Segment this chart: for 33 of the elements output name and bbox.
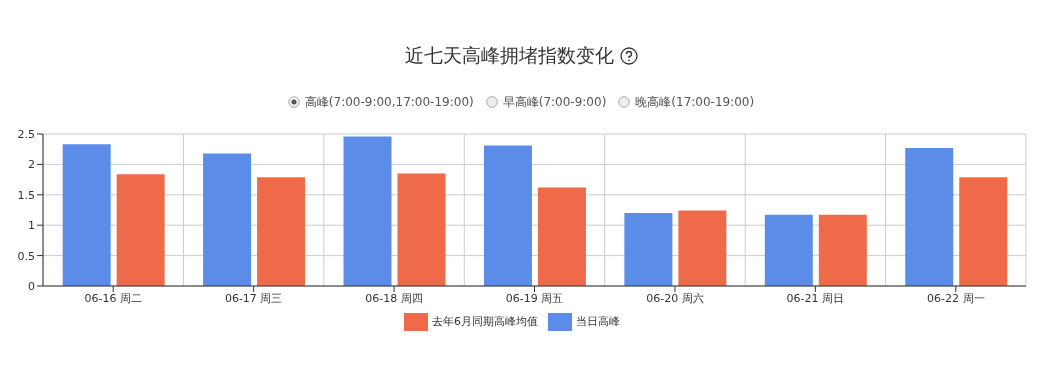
y-tick-label: 1 bbox=[28, 219, 35, 233]
bar bbox=[483, 145, 532, 286]
y-tick-label: 0 bbox=[28, 279, 35, 293]
x-tick-label: 06-21 周日 bbox=[786, 291, 845, 305]
x-tick-label: 06-16 周二 bbox=[84, 291, 142, 305]
x-tick-label: 06-19 周五 bbox=[505, 291, 564, 305]
text: 早高峰(7:00-9:00) bbox=[502, 93, 607, 111]
x-tick-label: 06-18 周四 bbox=[365, 291, 423, 305]
y-tick-label: 1.5 bbox=[17, 188, 35, 202]
bar bbox=[818, 214, 867, 286]
legend-label: 去年6月同期高峰均值 bbox=[432, 315, 538, 328]
bar bbox=[959, 177, 1008, 286]
bar bbox=[203, 153, 252, 286]
y-tick-label: 0.5 bbox=[17, 249, 35, 263]
bar bbox=[905, 147, 954, 286]
chart-title: 近七天高峰拥堵指数变化 bbox=[404, 43, 614, 68]
x-tick-label: 06-20 周六 bbox=[646, 291, 704, 305]
bar bbox=[343, 136, 392, 286]
x-tick-label: 06-22 周一 bbox=[927, 291, 985, 305]
bar bbox=[764, 214, 813, 286]
text: 高峰(7:00-9:00,17:00-19:00) bbox=[304, 93, 474, 111]
legend-label: 当日高峰 bbox=[576, 315, 620, 328]
text: 晚高峰(17:00-19:00) bbox=[635, 93, 755, 111]
bar bbox=[537, 187, 586, 286]
y-tick-label: 2.5 bbox=[17, 127, 35, 141]
y-tick-label: 2 bbox=[28, 158, 35, 172]
x-tick-label: 06-17 周三 bbox=[224, 291, 283, 305]
bar bbox=[62, 144, 111, 286]
bar bbox=[116, 174, 165, 286]
bar bbox=[397, 173, 446, 286]
bar bbox=[678, 210, 727, 286]
bar bbox=[257, 177, 306, 286]
bar bbox=[624, 213, 673, 286]
